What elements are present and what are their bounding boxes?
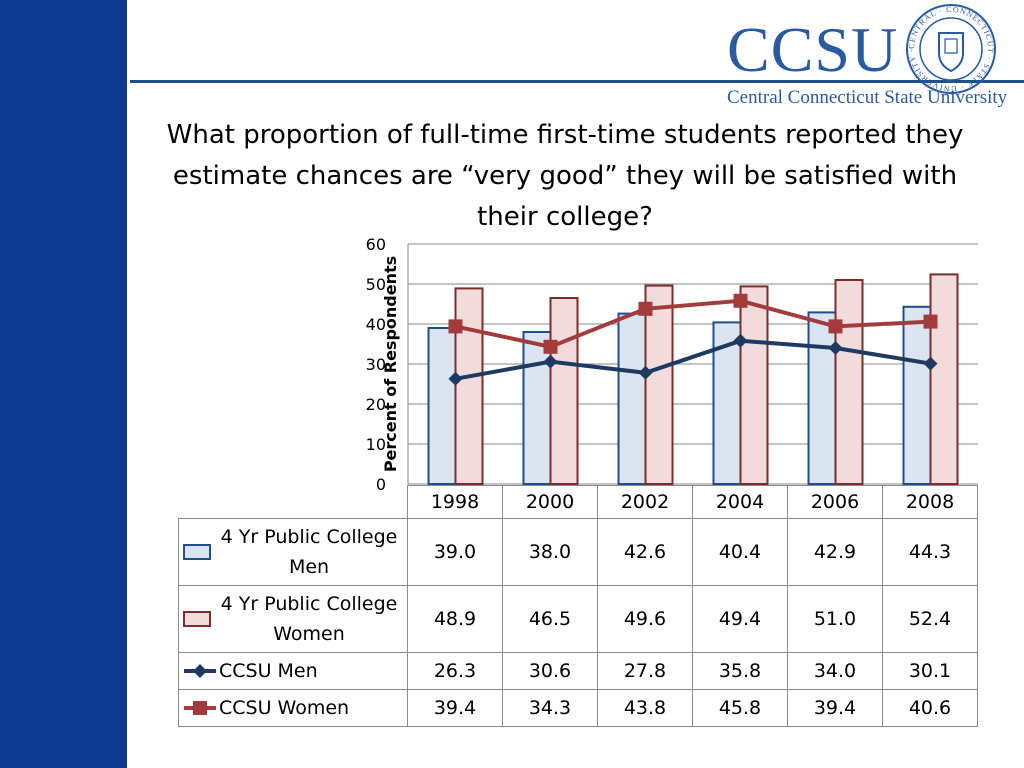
x-category-label: 2004 (692, 485, 788, 519)
data-cell: 27.8 (597, 652, 693, 690)
bar-women (549, 297, 579, 485)
table-row: CCSU Women 39.4 34.3 43.8 45.8 39.4 40.6 (178, 689, 978, 727)
point-ccsu-men (448, 371, 463, 386)
table-corner (179, 486, 408, 519)
data-cell: 34.3 (502, 689, 598, 727)
data-cell: 43.8 (597, 689, 693, 727)
data-cell: 26.3 (407, 652, 503, 690)
point-ccsu-women (733, 293, 748, 308)
legend-bar-key (183, 611, 211, 627)
x-category-label: 2000 (502, 485, 598, 519)
line-ccsu-men (455, 338, 931, 381)
point-ccsu-women (543, 339, 558, 354)
y-tick-label: 60 (366, 235, 386, 254)
bar-women (644, 284, 674, 485)
data-cell: 39.0 (407, 518, 503, 586)
data-cell: 46.5 (502, 585, 598, 653)
data-cell: 40.6 (882, 689, 978, 727)
data-cell: 52.4 (882, 585, 978, 653)
series-label-cell: CCSU Women (178, 689, 408, 727)
data-cell: 49.4 (692, 585, 788, 653)
point-ccsu-men (638, 365, 653, 380)
data-cell: 39.4 (407, 689, 503, 727)
bar-women (739, 285, 769, 485)
series-label-cell: 4 Yr Public College Men (178, 518, 408, 586)
table-header-row: 1998 2000 2002 2004 2006 2008 (179, 485, 978, 519)
data-cell: 40.4 (692, 518, 788, 586)
data-cell: 34.0 (787, 652, 883, 690)
series-name: 4 Yr Public College Women (220, 593, 398, 645)
point-ccsu-men (733, 333, 748, 348)
legend-line-key (184, 664, 216, 678)
y-tick-label: 10 (366, 435, 386, 454)
bar-men (807, 311, 837, 485)
y-tick-label: 30 (366, 355, 386, 374)
data-cell: 39.4 (787, 689, 883, 727)
data-cell: 42.6 (597, 518, 693, 586)
y-tick-label: 0 (376, 475, 386, 494)
point-ccsu-women (448, 319, 463, 334)
x-category-label: 1998 (407, 485, 503, 519)
data-cell: 49.6 (597, 585, 693, 653)
table-row: 4 Yr Public College Men 39.0 38.0 42.6 40.4 4… (178, 518, 978, 586)
point-ccsu-women (638, 301, 653, 316)
legend-line-key (184, 701, 216, 715)
bar-men (902, 305, 932, 485)
data-cell: 35.8 (692, 652, 788, 690)
sidebar-band (0, 0, 130, 768)
data-cell: 42.9 (787, 518, 883, 586)
data-cell: 30.6 (502, 652, 598, 690)
series-label-cell: 4 Yr Public College Women (178, 585, 408, 653)
legend-bar-key (183, 544, 211, 560)
point-ccsu-men (923, 356, 938, 371)
university-seal-icon: CENTRAL · CONNECTICUT · STATE · UNIVERSI… (905, 3, 996, 94)
x-category-label: 2002 (597, 485, 693, 519)
series-name: 4 Yr Public College Men (220, 526, 398, 578)
y-tick-label: 20 (366, 395, 386, 414)
slide-title: What proportion of full-time first-time … (166, 120, 964, 232)
bar-men (617, 312, 647, 485)
table-row: 4 Yr Public College Women 48.9 46.5 49.6 49.… (178, 585, 978, 653)
data-cell: 44.3 (882, 518, 978, 586)
bar-men (427, 327, 457, 485)
bar-women (454, 287, 484, 485)
point-ccsu-women (923, 314, 938, 329)
data-cell: 51.0 (787, 585, 883, 653)
data-table: 1998 2000 2002 2004 2006 2008 4 Yr Public Coll… (178, 485, 978, 727)
series-label-cell: CCSU Men (178, 652, 408, 690)
ccsu-logo: CCSU (727, 14, 899, 85)
y-axis-title: Percent of Respondents (381, 256, 400, 472)
line-ccsu-women (455, 298, 931, 349)
point-ccsu-men (828, 341, 843, 355)
sidebar-edge (127, 0, 130, 768)
bar-women (834, 279, 864, 485)
data-cell: 48.9 (407, 585, 503, 653)
y-tick-label: 50 (366, 275, 386, 294)
data-cell: 45.8 (692, 689, 788, 727)
x-category-label: 2006 (787, 485, 883, 519)
table-row: CCSU Men 26.3 30.6 27.8 35.8 34.0 30.1 (178, 652, 978, 690)
x-category-label: 2008 (882, 485, 978, 519)
data-cell: 38.0 (502, 518, 598, 586)
bar-women (929, 273, 959, 485)
point-ccsu-men (543, 354, 558, 369)
y-tick-label: 40 (366, 315, 386, 334)
bar-men (522, 331, 552, 485)
university-name: Central Connecticut State University (727, 87, 1008, 108)
point-ccsu-women (828, 319, 843, 334)
series-name: CCSU Men (219, 660, 318, 682)
series-name: CCSU Women (219, 697, 350, 719)
data-cell: 30.1 (882, 652, 978, 690)
header-rule (130, 80, 1024, 83)
